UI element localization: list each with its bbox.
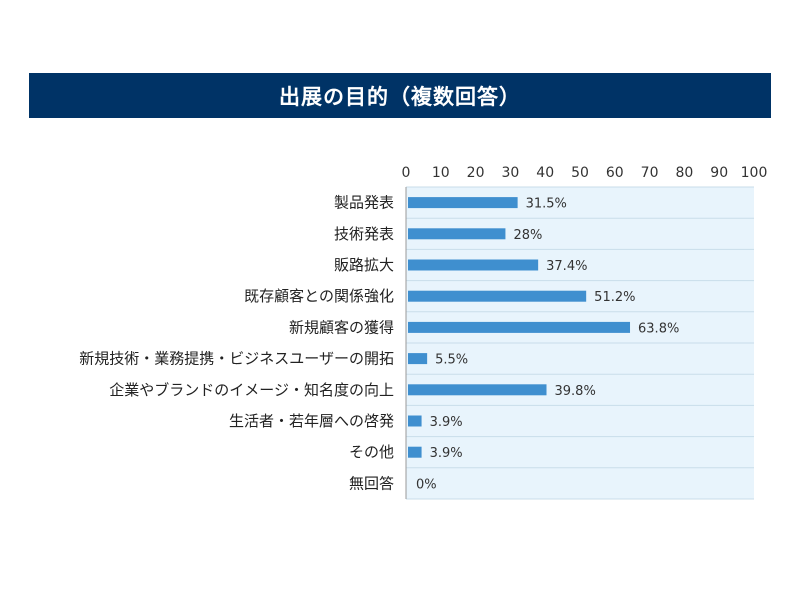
x-tick-label: 50 [571, 165, 589, 181]
category-label: 技術発表 [334, 225, 394, 243]
x-tick-label: 30 [501, 165, 519, 181]
x-tick-label: 40 [536, 165, 554, 181]
chart-title: 出展の目的（複数回答） [29, 73, 771, 118]
data-label: 37.4% [546, 259, 587, 274]
x-tick-label: 20 [467, 165, 485, 181]
data-label: 5.5% [435, 353, 468, 368]
data-label: 3.9% [430, 446, 463, 461]
bar [408, 259, 539, 271]
x-tick-label: 70 [641, 165, 659, 181]
category-label: 企業やブランドのイメージ・知名度の向上 [109, 381, 394, 399]
bar [408, 353, 428, 365]
x-tick-label: 80 [675, 165, 693, 181]
category-label: 無回答 [349, 474, 394, 492]
category-label: 販路拡大 [334, 256, 394, 274]
x-tick-label: 100 [741, 165, 768, 181]
bar [408, 290, 587, 302]
bar [408, 228, 506, 240]
category-label: その他 [349, 443, 394, 461]
data-label: 28% [513, 228, 542, 243]
category-label: 既存顧客との関係強化 [244, 287, 394, 305]
bar [408, 321, 631, 333]
category-label: 新規技術・業務提携・ビジネスユーザーの開拓 [79, 350, 394, 368]
bar [408, 384, 547, 396]
bar [408, 446, 422, 458]
data-label: 39.8% [555, 384, 596, 399]
data-label: 63.8% [638, 321, 679, 336]
bar [408, 197, 518, 209]
data-label: 3.9% [430, 415, 463, 430]
data-label: 31.5% [526, 197, 567, 212]
data-label: 0% [416, 477, 437, 492]
category-label: 生活者・若年層への啓発 [229, 412, 394, 430]
x-tick-label: 90 [710, 165, 728, 181]
x-tick-label: 60 [606, 165, 624, 181]
x-tick-label: 0 [402, 165, 411, 181]
category-label: 新規顧客の獲得 [289, 318, 394, 336]
bar [408, 415, 422, 427]
data-label: 51.2% [594, 290, 635, 305]
x-tick-label: 10 [432, 165, 450, 181]
category-label: 製品発表 [334, 194, 394, 212]
